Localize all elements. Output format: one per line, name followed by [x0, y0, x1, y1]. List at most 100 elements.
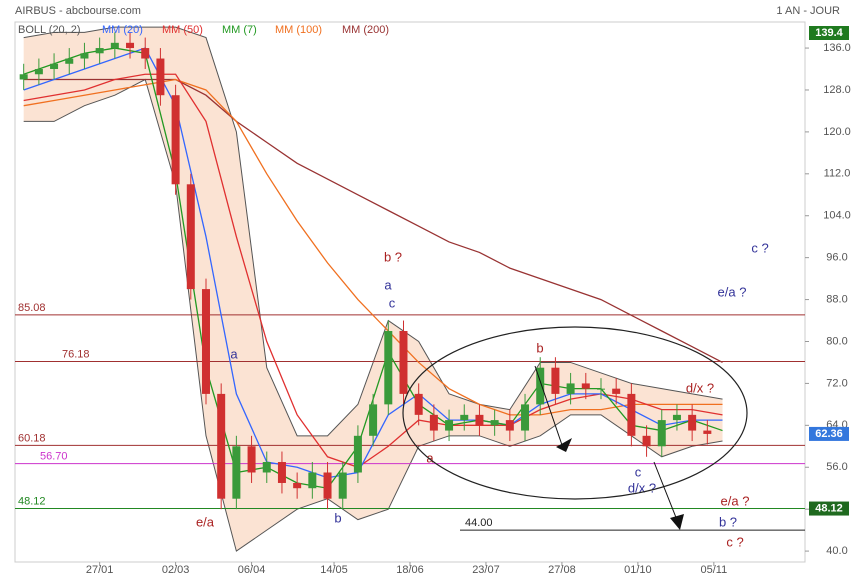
- level-label: 85.08: [18, 302, 46, 314]
- candle-body: [612, 388, 621, 394]
- candle-body: [126, 42, 135, 49]
- moving-average: [23, 78, 723, 364]
- annotation: e/a ?: [718, 284, 747, 299]
- candle-body: [399, 331, 408, 394]
- candle-body: [384, 331, 393, 405]
- candle-body: [95, 48, 104, 54]
- y-tick-label: 96.0: [826, 252, 847, 264]
- candle-body: [323, 472, 332, 499]
- candle-body: [186, 184, 195, 290]
- annotation: b ?: [384, 249, 402, 264]
- y-tick-label: 72.0: [826, 377, 847, 389]
- y-tick-label: 56.0: [826, 461, 847, 473]
- candle-body: [566, 383, 575, 394]
- level-label: 76.18: [62, 348, 90, 360]
- y-tick-label: 88.0: [826, 293, 847, 305]
- candle-body: [581, 383, 590, 389]
- header-period: 1 AN - JOUR: [776, 5, 840, 17]
- candle-body: [460, 414, 469, 421]
- legend-entry: MM (20): [102, 24, 143, 36]
- arrow-head: [556, 438, 572, 452]
- y-tick-label: 104.0: [823, 210, 851, 222]
- level-label: 56.70: [40, 450, 68, 462]
- legend-entry: MM (50): [162, 24, 203, 36]
- candle-body: [34, 69, 43, 75]
- candle-body: [277, 462, 286, 483]
- candle-body: [536, 367, 545, 405]
- candle-body: [262, 462, 271, 473]
- x-tick-label: 06/04: [238, 564, 266, 576]
- y-tick-label: 128.0: [823, 84, 851, 96]
- level-label: 60.18: [18, 432, 46, 444]
- annotation: a: [384, 277, 392, 292]
- candle-body: [672, 414, 681, 421]
- candle-body: [642, 435, 651, 447]
- annotation: c: [389, 295, 396, 310]
- candle-body: [308, 472, 317, 489]
- wave-ellipse: [402, 326, 748, 500]
- candle-body: [50, 63, 59, 70]
- candle-body: [217, 393, 226, 499]
- candle-body: [80, 53, 89, 59]
- arrow: [534, 365, 563, 446]
- y-tick-label: 120.0: [823, 126, 851, 138]
- candle-body: [521, 404, 530, 431]
- x-tick-label: 27/08: [548, 564, 576, 576]
- candle-body: [293, 482, 302, 489]
- level-label: 44.00: [465, 517, 493, 529]
- candle-body: [110, 42, 119, 49]
- x-tick-label: 23/07: [472, 564, 500, 576]
- arrow: [653, 461, 678, 521]
- candle-body: [445, 420, 454, 431]
- x-tick-label: 18/06: [396, 564, 424, 576]
- annotation: b: [536, 340, 543, 355]
- price-tag-label: 48.12: [815, 502, 843, 514]
- x-tick-label: 14/05: [320, 564, 348, 576]
- annotation: e/a ?: [721, 493, 750, 508]
- legend-entry: MM (200): [342, 24, 389, 36]
- annotation: c ?: [726, 534, 743, 549]
- annotation: e/a: [196, 514, 215, 529]
- candle-body: [596, 388, 605, 390]
- bollinger-upper: [23, 26, 723, 437]
- header-title: AIRBUS - abcbourse.com: [15, 5, 141, 17]
- legend-entry: MM (100): [275, 24, 322, 36]
- price-tag: [809, 501, 849, 516]
- candle-body: [247, 446, 256, 473]
- x-tick-label: 02/03: [162, 564, 190, 576]
- candle-body: [19, 74, 28, 80]
- candle-body: [490, 420, 499, 426]
- price-tag: [809, 426, 849, 441]
- annotation: b: [334, 510, 341, 525]
- price-tag: [809, 26, 849, 40]
- candle-body: [156, 58, 165, 96]
- annotation: a: [230, 346, 238, 361]
- y-tick-label: 40.0: [826, 545, 847, 557]
- annotation: d/x ?: [628, 480, 656, 495]
- candle-body: [475, 414, 484, 426]
- candle-body: [703, 430, 712, 434]
- candle-body: [338, 472, 347, 499]
- candle-body: [429, 414, 438, 431]
- candle-body: [171, 95, 180, 185]
- y-tick-label: 136.0: [823, 42, 851, 54]
- candle-body: [414, 393, 423, 415]
- legend-entry: BOLL (20, 2): [18, 24, 81, 36]
- arrow-head: [670, 514, 684, 530]
- candle-body: [551, 367, 560, 394]
- candle-body: [232, 446, 241, 499]
- candle-body: [369, 404, 378, 436]
- annotation: d/x ?: [686, 380, 714, 395]
- candle-body: [688, 414, 697, 431]
- price-tag-label: 139.4: [815, 27, 843, 39]
- y-tick-label: 112.0: [824, 168, 851, 180]
- candle-body: [201, 289, 210, 394]
- y-tick-label: 80.0: [826, 335, 847, 347]
- candle-body: [505, 420, 514, 431]
- moving-average: [23, 78, 723, 416]
- annotation: c ?: [751, 240, 768, 255]
- candle-body: [65, 58, 74, 64]
- x-tick-label: 27/01: [86, 564, 114, 576]
